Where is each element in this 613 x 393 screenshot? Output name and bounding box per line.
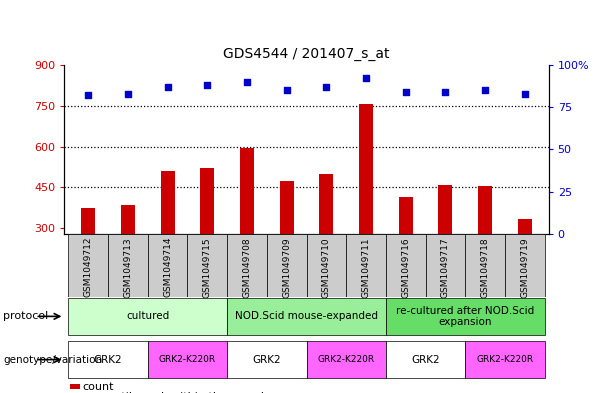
Bar	[478, 186, 492, 234]
Point	[162, 84, 172, 90]
Bar	[505, 234, 545, 297]
Text: NOD.Scid mouse-expanded: NOD.Scid mouse-expanded	[235, 311, 378, 321]
Point	[321, 84, 331, 90]
Bar	[267, 234, 306, 297]
Bar	[227, 298, 386, 335]
Text: GSM1049709: GSM1049709	[282, 237, 291, 298]
Text: GSM1049717: GSM1049717	[441, 237, 450, 298]
Text: count: count	[83, 382, 114, 392]
Bar	[280, 181, 294, 234]
Text: GRK2: GRK2	[411, 354, 440, 365]
Text: GSM1049712: GSM1049712	[84, 237, 93, 298]
Text: protocol: protocol	[3, 311, 48, 321]
Point	[83, 92, 93, 98]
Bar	[465, 234, 505, 297]
Bar	[188, 234, 227, 297]
Bar	[438, 185, 452, 234]
Bar	[386, 341, 465, 378]
Point	[242, 79, 252, 85]
Bar	[359, 105, 373, 234]
Bar	[227, 341, 306, 378]
Bar	[227, 234, 267, 297]
Text: GRK2: GRK2	[253, 354, 281, 365]
Bar	[68, 341, 148, 378]
Bar	[108, 234, 148, 297]
Text: GRK2-K220R: GRK2-K220R	[318, 355, 375, 364]
Text: GSM1049708: GSM1049708	[243, 237, 251, 298]
Point	[441, 89, 451, 95]
Text: GRK2-K220R: GRK2-K220R	[159, 355, 216, 364]
Bar	[200, 169, 214, 234]
Point	[361, 75, 371, 81]
Point	[520, 90, 530, 97]
Text: genotype/variation: genotype/variation	[3, 354, 102, 365]
Bar	[306, 341, 386, 378]
Text: cultured: cultured	[126, 311, 169, 321]
Bar	[161, 171, 175, 234]
Text: GSM1049716: GSM1049716	[402, 237, 410, 298]
Text: re-cultured after NOD.Scid
expansion: re-cultured after NOD.Scid expansion	[396, 306, 535, 327]
Text: GSM1049718: GSM1049718	[481, 237, 490, 298]
Point	[401, 89, 411, 95]
Bar	[386, 234, 425, 297]
Point	[123, 90, 133, 97]
Text: GSM1049710: GSM1049710	[322, 237, 331, 298]
Bar	[465, 341, 545, 378]
Bar	[121, 205, 135, 234]
Text: percentile rank within the sample: percentile rank within the sample	[83, 392, 270, 393]
Title: GDS4544 / 201407_s_at: GDS4544 / 201407_s_at	[223, 47, 390, 61]
Bar	[425, 234, 465, 297]
Bar	[399, 197, 413, 234]
Text: GRK2-K220R: GRK2-K220R	[476, 355, 533, 364]
Text: GSM1049711: GSM1049711	[362, 237, 370, 298]
Bar	[68, 234, 108, 297]
Bar	[306, 234, 346, 297]
Text: GSM1049714: GSM1049714	[163, 237, 172, 298]
Bar	[148, 234, 188, 297]
Text: GSM1049713: GSM1049713	[123, 237, 132, 298]
Bar	[386, 298, 545, 335]
Text: GSM1049715: GSM1049715	[203, 237, 211, 298]
Bar	[82, 208, 95, 234]
Text: GSM1049719: GSM1049719	[520, 237, 529, 298]
Point	[282, 87, 292, 94]
Bar	[240, 148, 254, 234]
Bar	[346, 234, 386, 297]
Text: GRK2: GRK2	[94, 354, 123, 365]
Bar	[148, 341, 227, 378]
Point	[202, 82, 212, 88]
Bar	[518, 219, 531, 234]
Point	[480, 87, 490, 94]
Bar	[319, 174, 333, 234]
Bar	[68, 298, 227, 335]
